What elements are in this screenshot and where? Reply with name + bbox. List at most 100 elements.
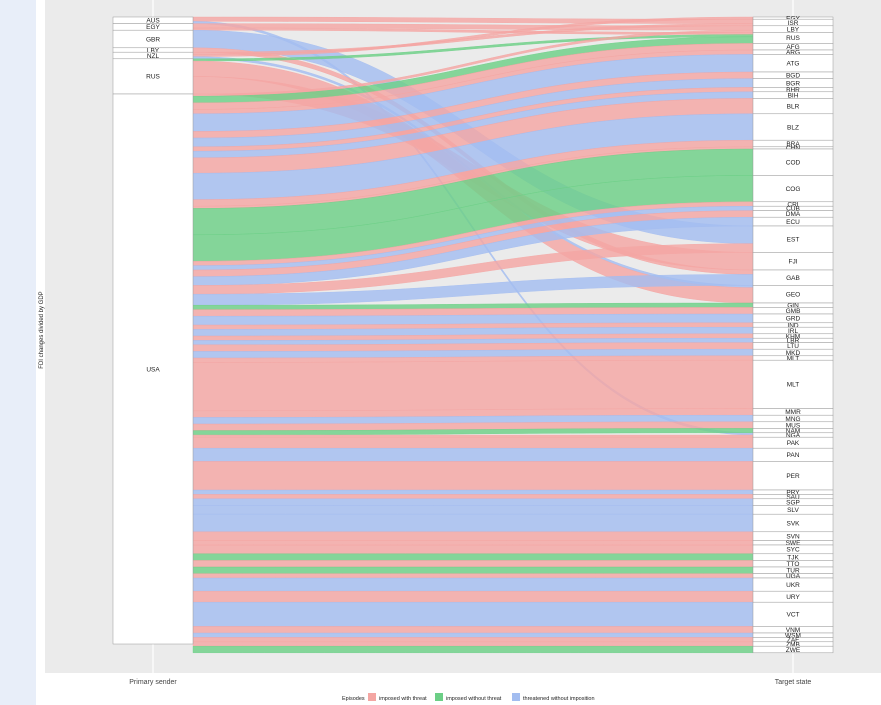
target-label-lbr-31: LBR	[787, 338, 800, 345]
flow-usa-to-tur	[192, 566, 754, 574]
target-node-cod-15	[752, 148, 834, 176]
legend: Episodes imposed with threat imposed wit…	[342, 693, 595, 702]
target-label-wsm-60: WSM	[785, 633, 801, 640]
target-label-est-21: EST	[787, 237, 800, 244]
target-node-est-21	[752, 225, 834, 253]
flow-usa-to-zmb	[192, 641, 754, 647]
target-label-ury-57: URY	[786, 594, 800, 601]
target-label-atg-6: ATG	[787, 61, 800, 68]
target-label-gmb-26: GMB	[786, 308, 801, 315]
legend-swatch-imposed-without-threat	[435, 693, 443, 701]
flow-usa-to-uga	[192, 573, 754, 579]
sender-label-egy-1: EGY	[146, 24, 160, 31]
legend-swatch-imposed-with-threat	[368, 693, 376, 701]
flow-usa-to-zwe	[192, 645, 754, 654]
target-label-svk-48: SVK	[786, 520, 800, 527]
target-label-zwe-63: ZWE	[786, 647, 801, 654]
target-label-pak-41: PAK	[787, 440, 800, 447]
flow-usa-to-zaf	[192, 637, 754, 643]
legend-title: Episodes	[342, 696, 365, 702]
target-label-per-43: PER	[786, 473, 800, 480]
target-label-cri-17: CRI	[787, 201, 798, 208]
legend-label-imposed-with-threat: imposed with threat	[379, 696, 427, 702]
target-label-vnm-59: VNM	[786, 627, 800, 634]
target-label-ukr-56: UKR	[786, 582, 800, 589]
flow-usa-to-nga	[192, 434, 754, 438]
target-label-bhr-9: BHR	[786, 87, 800, 94]
x-tick-label-target-state: Target state	[775, 679, 812, 686]
target-label-slv-47: SLV	[787, 507, 799, 514]
target-label-nga-40: NGA	[786, 432, 801, 439]
target-label-syc-51: SYC	[786, 547, 800, 554]
target-label-sgp-46: SGP	[786, 499, 800, 506]
target-node-cog-16	[752, 175, 834, 203]
target-node-per-43	[752, 461, 834, 491]
target-label-swe-50: SWE	[786, 540, 801, 547]
flow-usa-to-pry	[192, 489, 754, 495]
target-label-svn-49: SVN	[786, 534, 800, 541]
target-label-ltu-32: LTU	[787, 343, 799, 350]
flow-usa-to-vnm	[192, 626, 754, 634]
target-label-gab-23: GAB	[786, 275, 800, 282]
target-label-sau-45: SAU	[786, 494, 800, 501]
target-label-grd-27: GRD	[786, 316, 801, 323]
target-label-khm-30: KHM	[786, 333, 800, 340]
flow-usa-to-per	[192, 461, 754, 491]
sender-label-nzl-4: NZL	[147, 53, 160, 60]
target-label-irl-29: IRL	[788, 328, 799, 335]
target-label-bgr-8: BGR	[786, 80, 800, 87]
target-label-mlt-34: MLT	[787, 355, 800, 362]
flow-usa-to-sau	[192, 494, 754, 500]
legend-swatch-threatened-without-imposition	[512, 693, 520, 701]
target-label-pry-44: PRY	[786, 490, 800, 497]
target-label-nam-39: NAM	[786, 428, 800, 435]
target-label-blz-12: BLZ	[787, 124, 799, 131]
target-label-gin-25: GIN	[787, 303, 799, 310]
flow-usa-to-mlt	[192, 359, 754, 412]
target-label-blr-11: BLR	[787, 103, 800, 110]
flow-usa-to-tjk	[192, 553, 754, 561]
sender-node-usa-6	[112, 93, 194, 645]
flow-usa-to-pak	[192, 436, 754, 449]
target-label-geo-24: GEO	[786, 292, 800, 299]
sender-label-usa-6: USA	[146, 366, 160, 373]
target-label-vct-58: VCT	[787, 612, 800, 619]
flows-layer	[192, 16, 754, 654]
target-label-fji-22: FJI	[788, 259, 797, 266]
target-node-mlt-35	[752, 359, 834, 409]
target-label-dma-19: DMA	[786, 211, 801, 218]
flow-usa-to-svk	[192, 513, 754, 533]
flow-usa-to-wsm	[192, 632, 754, 638]
target-label-bgd-7: BGD	[786, 73, 800, 80]
sidebar-panel	[0, 0, 36, 705]
target-label-cog-16: COG	[786, 186, 801, 193]
target-node-vct-58	[752, 601, 834, 627]
target-label-bra-13: BRA	[786, 141, 800, 148]
x-tick-label-primary-sender: Primary sender	[129, 679, 177, 686]
target-label-mlt-35: MLT	[787, 382, 800, 389]
target-label-cub-18: CUB	[786, 206, 800, 213]
target-label-mmr-36: MMR	[785, 409, 801, 416]
sender-label-gbr-2: GBR	[146, 36, 160, 43]
target-label-mkd-33: MKD	[786, 350, 801, 357]
legend-label-imposed-without-threat: imposed without threat	[446, 696, 502, 702]
target-label-zmb-62: ZMB	[786, 641, 800, 648]
target-node-zwe-63	[752, 645, 834, 654]
target-label-rus-3: RUS	[786, 35, 800, 42]
flow-usa-to-syc	[192, 544, 754, 555]
target-label-bih-10: BIH	[788, 92, 799, 99]
flow-usa-to-vct	[192, 601, 754, 627]
target-label-tur-54: TUR	[786, 568, 800, 575]
flow-usa-to-ury	[192, 590, 754, 603]
target-label-tto-53: TTO	[787, 561, 800, 568]
target-label-egy-0: EGY	[786, 15, 800, 22]
flow-usa-to-pan	[192, 447, 754, 462]
flow-usa-to-svn	[192, 531, 754, 541]
flow-usa-to-sgp	[192, 498, 754, 506]
target-label-arg-5: ARG	[786, 50, 800, 57]
nodes-layer: AUSEGYGBRLBYNZLRUSUSAEGYISRLBYRUSAFGARGA…	[112, 15, 834, 654]
sender-label-aus-0: AUS	[146, 18, 160, 25]
y-axis-label: FDI changes divided by GDP	[39, 291, 45, 368]
sender-label-lby-3: LBY	[147, 47, 160, 54]
